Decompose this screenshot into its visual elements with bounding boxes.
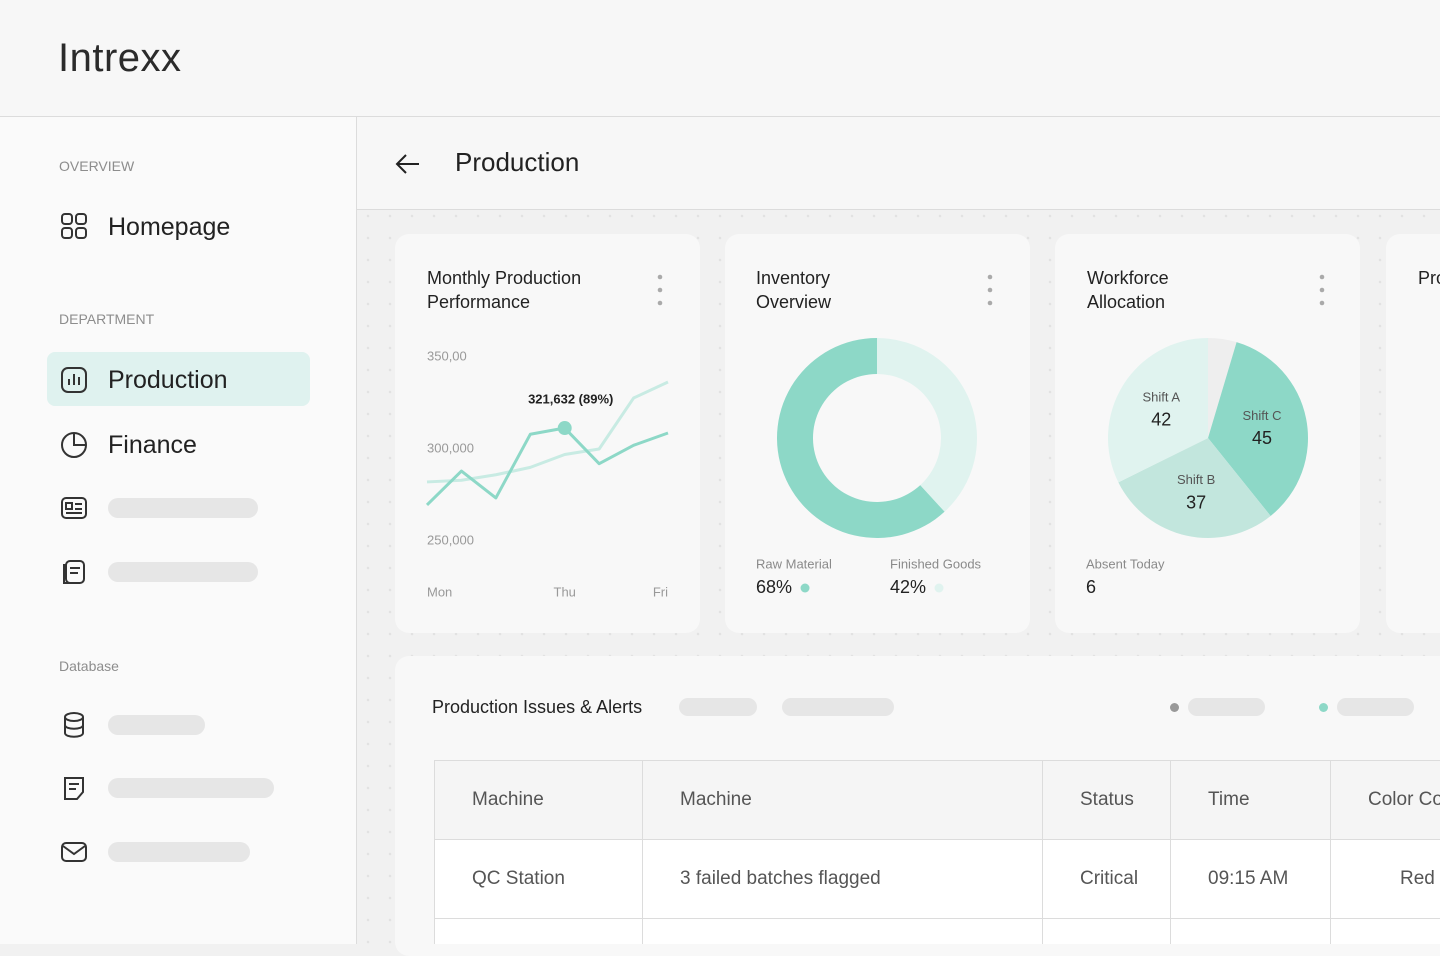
legend-dot [801, 584, 810, 593]
nav-item[interactable]: Homepage [108, 213, 230, 242]
card-title: Workforce Allocation [1087, 266, 1197, 314]
nav-icon [60, 774, 88, 802]
card [1386, 234, 1440, 633]
legend-value: 42% [890, 577, 926, 597]
cell: 3 failed batches flagged [643, 840, 1043, 919]
section-heading: Database [59, 658, 119, 674]
slice-value: 37 [1186, 492, 1206, 512]
placeholder [1337, 698, 1414, 716]
cell: 09:15 AM [1171, 840, 1331, 919]
table-container: Machine Machine Status Time Color Code Q… [434, 760, 1440, 944]
placeholder [108, 842, 250, 862]
column-header: Color Code [1331, 761, 1440, 840]
slice-label: Shift B [1177, 472, 1215, 487]
cell [1171, 919, 1331, 945]
nav-icon [60, 494, 88, 522]
section-heading: OVERVIEW [59, 158, 134, 174]
menu-button[interactable] [1318, 273, 1326, 307]
pie-footer-label: Absent Today [1086, 556, 1165, 571]
annotation: 321,632 (89%) [528, 391, 613, 406]
column-header: Time [1171, 761, 1331, 840]
menu-button[interactable] [656, 273, 664, 307]
cell: Red [1331, 840, 1440, 919]
production-icon [60, 366, 88, 394]
logo[interactable]: Intrexx [58, 36, 182, 81]
table-row [435, 919, 1440, 945]
legend-label: Finished Goods [890, 556, 982, 571]
column-header: Machine [435, 761, 643, 840]
x-tick-label: Thu [554, 584, 576, 599]
table-row[interactable]: QC Station 3 failed batches flagged Crit… [435, 840, 1440, 919]
card-title: Inventory Overview [756, 266, 866, 314]
slice-value: 45 [1252, 428, 1272, 448]
cell [1043, 919, 1171, 945]
database-icon [60, 711, 88, 739]
card-title: Pro [1418, 266, 1440, 290]
section-heading: DEPARTMENT [59, 311, 154, 327]
legend-value: 68% [756, 577, 792, 597]
cell [643, 919, 1043, 945]
donut-segment [877, 338, 977, 512]
legend-dot [935, 584, 944, 593]
slice-value: 42 [1151, 410, 1171, 430]
nav-item[interactable]: Production [108, 366, 228, 395]
placeholder [1188, 698, 1265, 716]
card-title: Monthly Production Performance [427, 266, 627, 314]
column-header: Status [1043, 761, 1171, 840]
cell [1331, 919, 1440, 945]
finance-icon [60, 431, 88, 459]
cell [435, 919, 643, 945]
highlight-point [558, 421, 572, 435]
placeholder [782, 698, 894, 716]
placeholder [108, 715, 205, 735]
alerts-table: Machine Machine Status Time Color Code Q… [434, 760, 1440, 944]
placeholder [679, 698, 757, 716]
legend-label: Raw Material [756, 556, 832, 571]
y-tick-label: 300,000 [427, 440, 474, 455]
filter-dot [1319, 703, 1328, 712]
y-tick-label: 250,000 [427, 532, 474, 547]
placeholder [108, 498, 258, 518]
menu-button[interactable] [986, 273, 994, 307]
pie-footer-value: 6 [1086, 577, 1096, 597]
column-header: Machine [643, 761, 1043, 840]
homepage-icon [60, 212, 88, 240]
panel-title: Production Issues & Alerts [432, 697, 642, 718]
page-title: Production [455, 147, 579, 178]
header [0, 0, 1440, 117]
nav-icon [60, 558, 88, 586]
back-button[interactable] [394, 150, 422, 178]
filter-dot [1170, 703, 1179, 712]
x-tick-label: Fri [653, 584, 668, 599]
nav-item[interactable]: Finance [108, 431, 197, 460]
cell: QC Station [435, 840, 643, 919]
slice-label: Shift A [1142, 389, 1180, 404]
header-row: Machine Machine Status Time Color Code [435, 761, 1440, 840]
slice-label: Shift C [1242, 408, 1281, 423]
placeholder [108, 778, 274, 798]
mail-icon [60, 838, 88, 866]
cell: Critical [1043, 840, 1171, 919]
placeholder [108, 562, 258, 582]
y-tick-label: 350,00 [427, 348, 467, 363]
x-tick-label: Mon [427, 584, 452, 599]
